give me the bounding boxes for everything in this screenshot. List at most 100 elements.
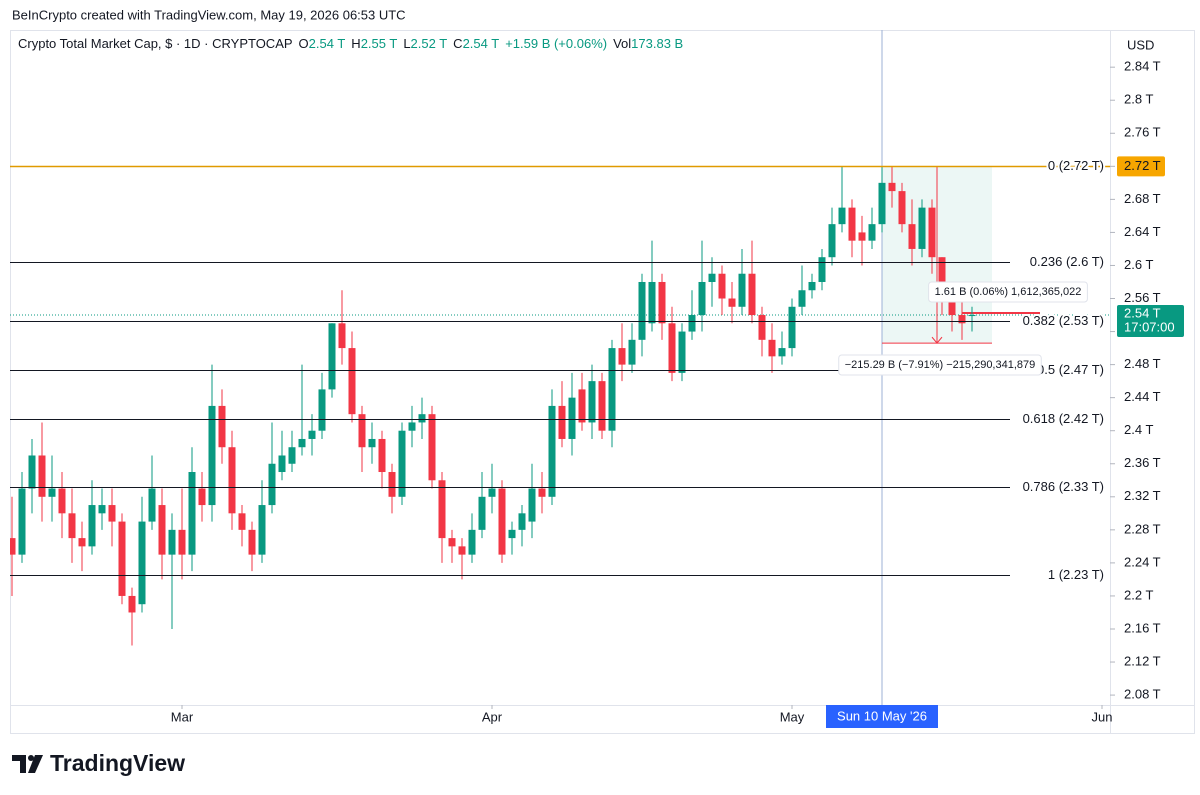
candle-body bbox=[948, 290, 956, 316]
candle-body bbox=[188, 472, 196, 555]
fib-label: 0 (2.72 T) bbox=[1048, 158, 1104, 173]
candle-body bbox=[728, 298, 736, 307]
candle-body bbox=[758, 315, 766, 340]
candle-body bbox=[398, 430, 406, 497]
candle-body bbox=[268, 463, 276, 506]
legend-key: L bbox=[403, 36, 410, 51]
y-tick-label: 2.2 T bbox=[1124, 587, 1153, 602]
candle-body bbox=[678, 331, 686, 373]
candle-body bbox=[348, 348, 356, 415]
y-tick-label: 2.12 T bbox=[1124, 653, 1161, 668]
candle-body bbox=[338, 323, 346, 349]
y-tick-label: 2.32 T bbox=[1124, 488, 1161, 503]
candle-body bbox=[588, 381, 596, 423]
candle-body bbox=[668, 323, 676, 373]
candle-body bbox=[838, 207, 846, 225]
candle-body bbox=[478, 496, 486, 530]
annotation-box bbox=[838, 354, 1042, 376]
candle-body bbox=[468, 529, 476, 555]
candle-body bbox=[158, 505, 166, 555]
legend-value: 2.55 T bbox=[361, 36, 398, 51]
candle-body bbox=[78, 538, 86, 547]
candle-body bbox=[498, 488, 506, 555]
candle-body bbox=[138, 521, 146, 605]
legend-value: 2.52 T bbox=[411, 36, 448, 51]
fib-label: 0.382 (2.53 T) bbox=[1023, 313, 1104, 328]
candle-body bbox=[248, 529, 256, 555]
y-tick-label: 2.16 T bbox=[1124, 620, 1161, 635]
candle-body bbox=[258, 505, 266, 555]
attribution: BeInCrypto created with TradingView.com,… bbox=[12, 7, 406, 22]
candle-body bbox=[458, 546, 466, 555]
brand: TradingView bbox=[50, 750, 185, 776]
candle-body bbox=[168, 529, 176, 555]
legend-key: O bbox=[299, 36, 309, 51]
candle-body bbox=[718, 273, 726, 299]
legend-value: 2.54 T bbox=[463, 36, 500, 51]
candle-body bbox=[918, 207, 926, 249]
legend-value: +1.59 B (+0.06%) bbox=[505, 36, 607, 51]
legend-value: 173.83 B bbox=[631, 36, 683, 51]
price-tag bbox=[1117, 305, 1184, 338]
fib-label: 0.786 (2.33 T) bbox=[1023, 479, 1104, 494]
candle-body bbox=[958, 315, 966, 324]
legend-key: H bbox=[351, 36, 360, 51]
fib-label: 0.618 (2.42 T) bbox=[1023, 411, 1104, 426]
candle-body bbox=[788, 306, 796, 349]
y-tick-label: 2.24 T bbox=[1124, 554, 1161, 569]
chart-title: Crypto Total Market Cap, $ · 1D · CRYPTO… bbox=[18, 36, 293, 51]
candle-body bbox=[218, 405, 226, 448]
candle-body bbox=[658, 281, 666, 324]
logo bbox=[12, 755, 43, 773]
y-tick-label: 2.64 T bbox=[1124, 224, 1161, 239]
candle-body bbox=[598, 381, 606, 431]
candle-body bbox=[608, 348, 616, 431]
candle-body bbox=[88, 505, 96, 547]
legend-value: 2.54 T bbox=[309, 36, 346, 51]
candle-body bbox=[558, 405, 566, 439]
candle-body bbox=[648, 281, 656, 324]
candle-body bbox=[418, 414, 426, 423]
candle-body bbox=[538, 488, 546, 497]
candle-body bbox=[508, 529, 516, 539]
annotation: 1.61 B (0.06%) 1,612,365,022 bbox=[935, 286, 1082, 298]
y-tick-label: 2.68 T bbox=[1124, 191, 1161, 206]
x-tick-label: Mar bbox=[171, 709, 194, 724]
price-tag bbox=[1117, 156, 1165, 177]
candle-body bbox=[208, 405, 216, 506]
candle-body bbox=[938, 257, 946, 291]
y-tick-label: 2.56 T bbox=[1124, 290, 1161, 305]
candle-body bbox=[328, 323, 336, 390]
candle-body bbox=[908, 224, 916, 249]
x-tick-label: Apr bbox=[482, 709, 503, 724]
candle-body bbox=[628, 339, 636, 365]
y-tick-label: 2.36 T bbox=[1124, 455, 1161, 470]
candle-body bbox=[68, 513, 76, 539]
candle-body bbox=[898, 191, 906, 225]
y-tick-label: 2.4 T bbox=[1124, 422, 1153, 437]
candle-body bbox=[428, 414, 436, 481]
candle-body bbox=[638, 281, 646, 340]
candle-body bbox=[748, 273, 756, 316]
candle-body bbox=[178, 529, 186, 555]
candle-body bbox=[828, 224, 836, 258]
candle-body bbox=[878, 182, 886, 225]
candle-body bbox=[228, 447, 236, 514]
candle-body bbox=[48, 488, 56, 497]
plot-area bbox=[10, 30, 1110, 705]
frame bbox=[10, 30, 1195, 734]
candle-body bbox=[198, 488, 206, 506]
candle-body bbox=[438, 480, 446, 539]
candle-body bbox=[568, 397, 576, 439]
x-tick-label: May bbox=[780, 709, 805, 724]
candle-body bbox=[738, 273, 746, 307]
y-tick-label: 2.44 T bbox=[1124, 389, 1161, 404]
candle-body bbox=[698, 281, 706, 316]
annotation-box bbox=[928, 281, 1088, 303]
candle-body bbox=[118, 521, 126, 596]
candle-body bbox=[238, 513, 246, 530]
candle-body bbox=[368, 438, 376, 448]
candle-body bbox=[518, 513, 526, 530]
candle-body bbox=[888, 182, 896, 192]
